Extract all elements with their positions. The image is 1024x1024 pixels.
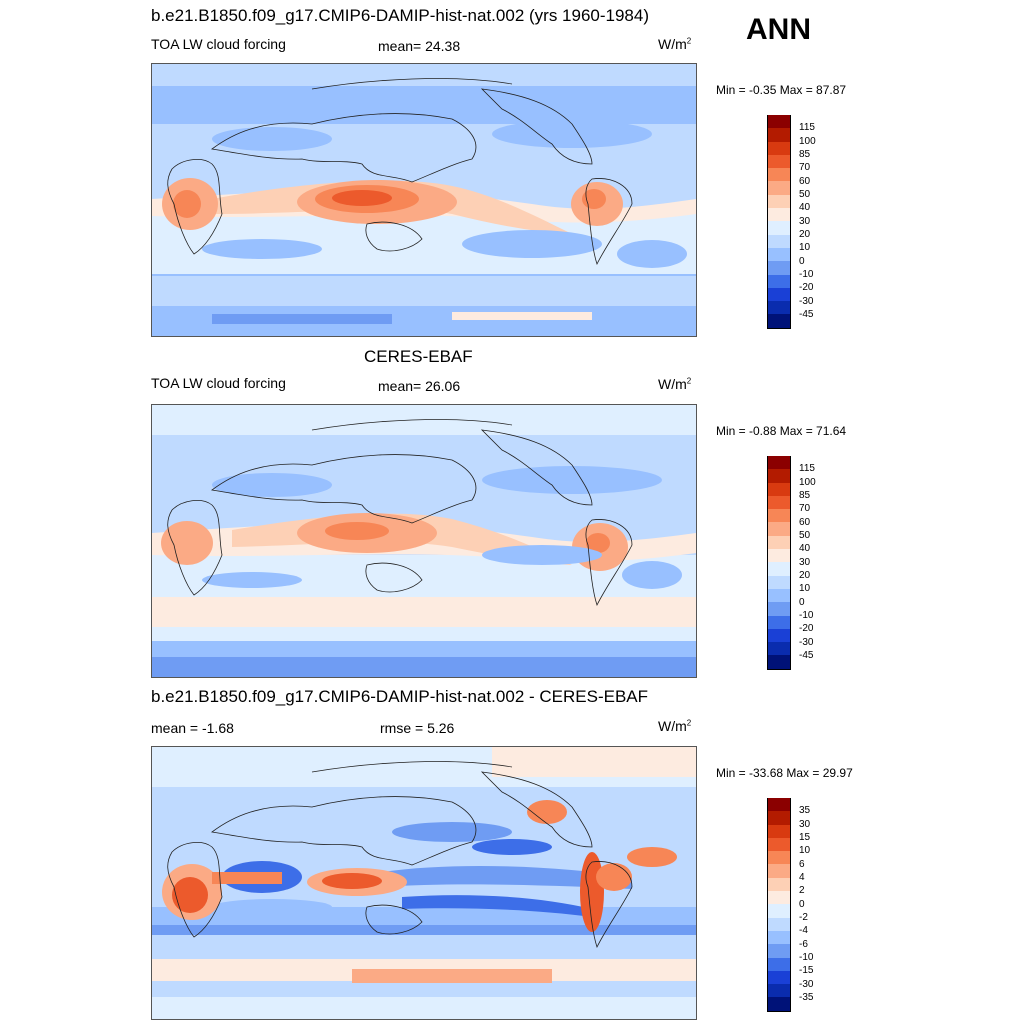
colorbar-tick: 30 — [799, 216, 811, 227]
colorbar-tick: 35 — [799, 805, 811, 816]
colorbar-tick: -4 — [799, 925, 808, 936]
colorbar-tick: 60 — [799, 176, 811, 187]
panel-diff-title: b.e21.B1850.f09_g17.CMIP6-DAMIP-hist-nat… — [151, 687, 649, 706]
colorbar-tick: -30 — [799, 979, 814, 990]
colorbar-tick: 15 — [799, 832, 811, 843]
colorbar-tick: -15 — [799, 965, 814, 976]
colorbar-tick: -30 — [799, 637, 814, 648]
colorbar-tick: 70 — [799, 503, 811, 514]
colorbar-tick: 115 — [799, 463, 815, 474]
colorbar-tick: 40 — [799, 202, 811, 213]
colorbar-tick: -10 — [799, 610, 814, 621]
colorbar-tick: 40 — [799, 543, 811, 554]
colorbar-tick: 100 — [799, 136, 816, 147]
colorbar-tick: 115 — [799, 122, 815, 133]
panel-model-minmax: Min = -0.35 Max = 87.87 — [716, 83, 847, 97]
season-label: ANN — [746, 13, 811, 46]
colorbar-tick: -2 — [799, 912, 808, 923]
colorbar-tick: -45 — [799, 309, 814, 320]
colorbar-tick: 100 — [799, 477, 816, 488]
panel-diff-units: W/m2 — [658, 718, 692, 734]
panel-obs-map — [151, 404, 697, 678]
colorbar-tick: 30 — [799, 557, 811, 568]
panel-obs-colorbar-swatches — [767, 456, 791, 670]
panel-diff-rmse: rmse = 5.26 — [380, 720, 455, 736]
panel-diff-colorbar-swatches — [767, 798, 791, 1012]
colorbar-tick: 10 — [799, 242, 811, 253]
colorbar-tick: -20 — [799, 282, 814, 293]
panel-model-map — [151, 63, 697, 337]
panel-model-colorbar-swatches — [767, 115, 791, 329]
colorbar-tick: 50 — [799, 189, 811, 200]
colorbar-tick: 70 — [799, 162, 811, 173]
panel-model-variable: TOA LW cloud forcing — [151, 36, 286, 52]
colorbar-tick: 85 — [799, 490, 811, 501]
colorbar-tick: 0 — [799, 597, 805, 608]
colorbar-tick: -10 — [799, 269, 814, 280]
panel-diff-map — [151, 746, 697, 1020]
colorbar-tick: 6 — [799, 859, 805, 870]
colorbar-tick: -10 — [799, 952, 814, 963]
colorbar-tick: -20 — [799, 623, 814, 634]
colorbar-tick: 2 — [799, 885, 805, 896]
colorbar-tick: -45 — [799, 650, 814, 661]
colorbar-tick: -30 — [799, 296, 814, 307]
panel-obs-mean: mean= 26.06 — [378, 378, 461, 394]
panel-obs-units: W/m2 — [658, 376, 692, 392]
colorbar-tick: 10 — [799, 845, 811, 856]
panel-obs-title: CERES-EBAF — [364, 347, 473, 366]
colorbar-tick: 20 — [799, 570, 811, 581]
colorbar-tick: 60 — [799, 517, 811, 528]
colorbar-tick: 30 — [799, 819, 811, 830]
panel-diff-mean: mean = -1.68 — [151, 720, 234, 736]
colorbar-tick: 20 — [799, 229, 811, 240]
colorbar-tick: 10 — [799, 583, 811, 594]
panel-model-units: W/m2 — [658, 36, 692, 52]
colorbar-tick: 0 — [799, 899, 805, 910]
panel-model-title: b.e21.B1850.f09_g17.CMIP6-DAMIP-hist-nat… — [151, 6, 649, 25]
colorbar-tick: -6 — [799, 939, 808, 950]
colorbar-tick: 0 — [799, 256, 805, 267]
panel-obs-minmax: Min = -0.88 Max = 71.64 — [716, 424, 847, 438]
colorbar-tick: 50 — [799, 530, 811, 541]
panel-model-mean: mean= 24.38 — [378, 38, 461, 54]
colorbar-tick: 85 — [799, 149, 811, 160]
colorbar-tick: -35 — [799, 992, 814, 1003]
panel-obs-variable: TOA LW cloud forcing — [151, 375, 286, 391]
panel-diff-minmax: Min = -33.68 Max = 29.97 — [716, 766, 853, 780]
colorbar-tick: 4 — [799, 872, 805, 883]
